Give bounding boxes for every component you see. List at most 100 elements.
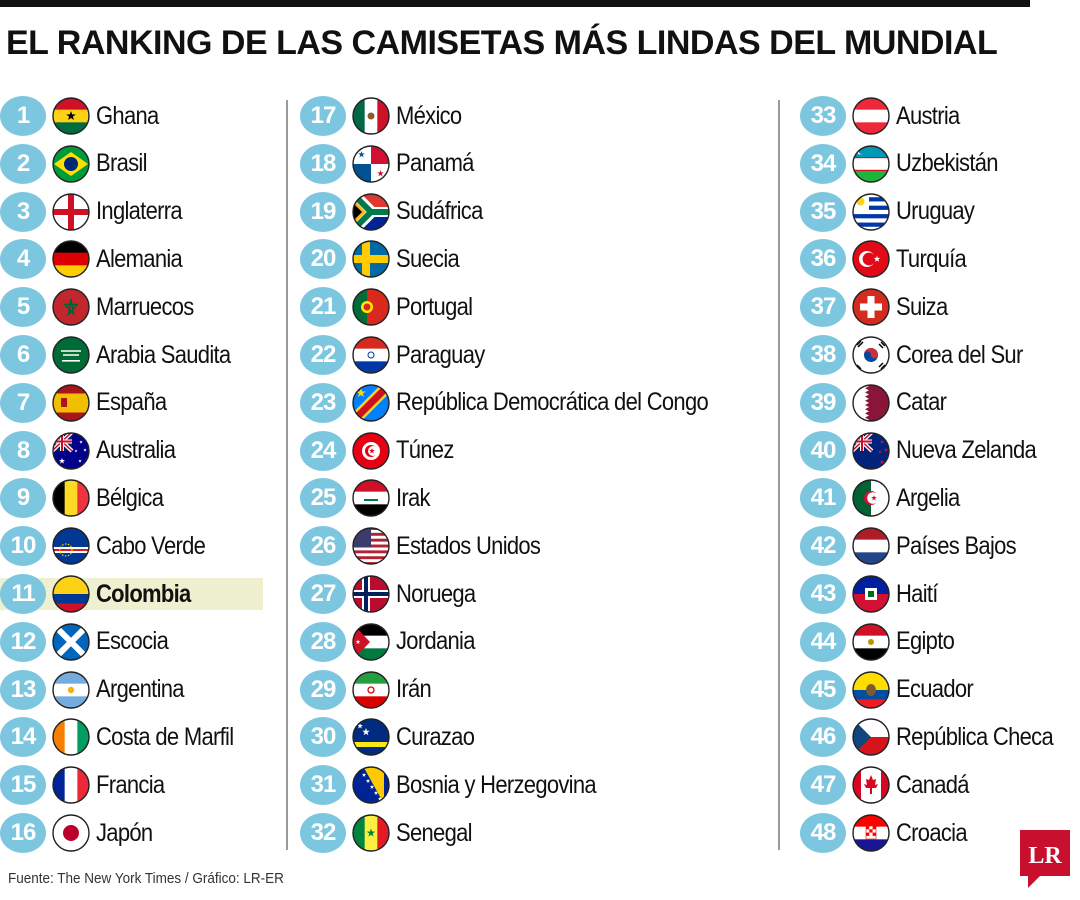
rank-number: 41 — [800, 478, 846, 519]
ranking-row: 36 Turquía — [800, 239, 976, 280]
corea-del-sur-flag-icon — [852, 336, 890, 374]
country-name: Nueva Zelanda — [896, 436, 1037, 465]
ranking-row: 34 Uzbekistán — [800, 143, 1012, 184]
ranking-row: 42 Países Bajos — [800, 526, 1032, 567]
rank-number: 45 — [800, 669, 846, 710]
rank-number: 24 — [300, 430, 346, 471]
country-name: Inglaterra — [96, 197, 183, 226]
iran-flag-icon — [352, 670, 390, 709]
country-name: Canadá — [896, 770, 970, 799]
senegal-flag-icon — [352, 814, 390, 852]
country-name: México — [396, 101, 462, 130]
country-name: Francia — [96, 770, 165, 799]
ranking-row: 9 Bélgica — [0, 478, 172, 519]
belgica-flag-icon — [52, 479, 90, 518]
ranking-row: 45 Ecuador — [800, 669, 984, 710]
country-name: Colombia — [96, 579, 191, 608]
ranking-row: 44 Egipto — [800, 621, 962, 662]
paises-bajos-flag-icon — [852, 527, 890, 565]
country-name: Irak — [396, 483, 431, 512]
colombia-flag-icon — [52, 575, 90, 613]
rank-number: 26 — [300, 526, 346, 567]
country-name: República Checa — [896, 722, 1054, 751]
ranking-row: 29 Irán — [300, 669, 436, 710]
rank-number: 37 — [800, 287, 846, 328]
country-name: Curazao — [396, 722, 475, 751]
rank-number: 9 — [0, 478, 46, 519]
ranking-row: 15 Francia — [0, 765, 174, 806]
country-name: Bosnia y Herzegovina — [396, 770, 597, 799]
portugal-flag-icon — [352, 288, 390, 326]
rank-number: 32 — [300, 813, 346, 853]
ranking-row: 30 Curazao — [300, 717, 485, 758]
rank-number: 23 — [300, 382, 346, 423]
brasil-flag-icon — [52, 145, 90, 183]
ranking-row: 3 Inglaterra — [0, 191, 194, 232]
rank-number: 10 — [0, 526, 46, 567]
ranking-row: 43 Haití — [800, 574, 943, 614]
rank-number: 17 — [300, 96, 346, 136]
ranking-row: 12 Escocia — [0, 621, 178, 662]
inglaterra-flag-icon — [52, 192, 90, 231]
logo-text: LR — [1028, 843, 1062, 869]
country-name: Croacia — [896, 818, 968, 847]
lr-logo: LR — [1020, 830, 1070, 888]
suiza-flag-icon — [852, 288, 890, 326]
noruega-flag-icon — [352, 575, 390, 613]
rank-number: 5 — [0, 287, 46, 328]
rank-number: 7 — [0, 382, 46, 423]
republica-checa-flag-icon — [852, 718, 890, 757]
rank-number: 22 — [300, 335, 346, 375]
arabia-saudita-flag-icon — [52, 336, 90, 374]
bosnia-flag-icon — [352, 766, 390, 804]
country-name: Argelia — [896, 483, 960, 512]
suecia-flag-icon — [352, 240, 390, 279]
ranking-row: 46 República Checa — [800, 717, 1074, 758]
country-name: Ghana — [96, 101, 159, 130]
country-name: Escocia — [96, 627, 169, 656]
rank-number: 44 — [800, 621, 846, 662]
country-name: Paraguay — [396, 340, 485, 369]
rank-number: 20 — [300, 239, 346, 280]
country-name: Cabo Verde — [96, 531, 206, 560]
ranking-row: 25 Irak — [300, 478, 434, 519]
rank-number: 3 — [0, 191, 46, 232]
country-name: Arabia Saudita — [96, 340, 231, 369]
rank-number: 13 — [0, 669, 46, 710]
rank-number: 8 — [0, 430, 46, 471]
ranking-row: 41 Argelia — [800, 478, 968, 519]
ranking-row: 2 Brasil — [0, 143, 154, 184]
rank-number: 19 — [300, 191, 346, 232]
country-name: Catar — [896, 388, 947, 417]
ecuador-flag-icon — [852, 670, 890, 709]
source-note: Fuente: The New York Times / Gráfico: LR… — [8, 870, 284, 887]
country-name: República Democrática del Congo — [396, 388, 709, 417]
rank-number: 36 — [800, 239, 846, 280]
country-name: Australia — [96, 436, 176, 465]
country-name: Irán — [396, 675, 432, 704]
rd-congo-flag-icon — [352, 384, 390, 422]
country-name: Suiza — [896, 292, 948, 321]
country-name: Marruecos — [96, 292, 194, 321]
paraguay-flag-icon — [352, 336, 390, 374]
country-name: Alemania — [96, 244, 183, 273]
rank-number: 38 — [800, 335, 846, 375]
ranking-row: 7 España — [0, 382, 176, 423]
escocia-flag-icon — [52, 623, 90, 661]
country-name: Senegal — [396, 818, 473, 847]
argelia-flag-icon — [852, 479, 890, 518]
country-name: Portugal — [396, 292, 473, 321]
nueva-zelanda-flag-icon — [852, 431, 890, 470]
rank-number: 39 — [800, 382, 846, 423]
espana-flag-icon — [52, 384, 90, 422]
ranking-row: 13 Argentina — [0, 669, 196, 710]
country-name: Uzbekistán — [896, 149, 998, 178]
rank-number: 6 — [0, 335, 46, 375]
rank-number: 43 — [800, 574, 846, 614]
column-divider — [778, 100, 780, 850]
ranking-row: 22 Paraguay — [300, 335, 497, 375]
country-name: Estados Unidos — [396, 531, 541, 560]
top-rule — [0, 0, 1030, 7]
alemania-flag-icon — [52, 240, 90, 279]
argentina-flag-icon — [52, 670, 90, 709]
